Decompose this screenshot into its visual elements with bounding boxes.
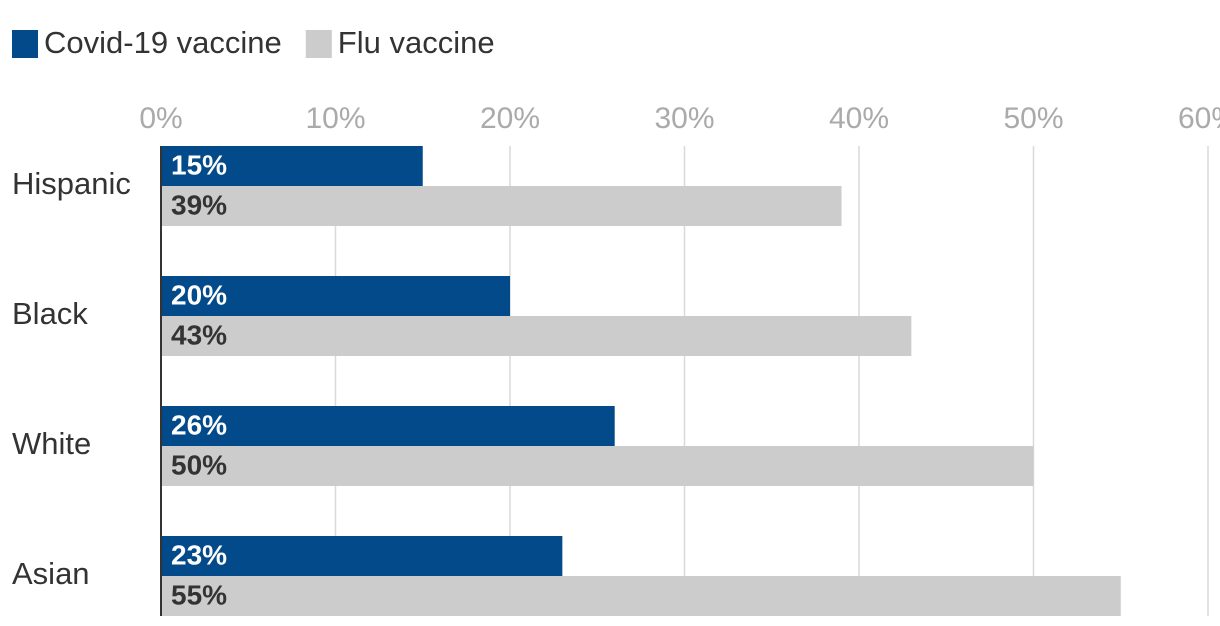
value-label: 43% (171, 319, 227, 350)
value-label: 39% (171, 189, 227, 220)
x-tick-label: 10% (305, 102, 365, 135)
value-label: 26% (171, 409, 227, 440)
category-label: Hispanic (12, 166, 131, 201)
x-tick-label: 50% (1003, 102, 1063, 135)
x-tick-label: 40% (829, 102, 889, 135)
x-tick-label: 30% (654, 102, 714, 135)
bar (161, 446, 1034, 486)
bar (161, 276, 510, 316)
bar (161, 536, 563, 576)
bar (161, 316, 912, 356)
x-tick-label: 20% (480, 102, 540, 135)
legend-swatch (12, 30, 38, 58)
category-label: Black (12, 296, 88, 331)
value-label: 55% (171, 579, 227, 610)
value-label: 50% (171, 449, 227, 480)
category-label: Asian (12, 556, 90, 591)
bar (161, 146, 423, 186)
legend-swatch (305, 30, 332, 58)
legend-label: Covid-19 vaccine (44, 25, 282, 60)
x-tick-label: 60% (1178, 102, 1220, 135)
category-label: White (12, 426, 91, 461)
bar (161, 186, 842, 226)
bar (161, 576, 1121, 616)
bar (161, 406, 615, 446)
value-label: 15% (171, 149, 227, 180)
x-tick-label: 0% (139, 102, 182, 135)
legend-label: Flu vaccine (338, 25, 495, 60)
value-label: 23% (171, 539, 227, 570)
value-label: 20% (171, 279, 227, 310)
